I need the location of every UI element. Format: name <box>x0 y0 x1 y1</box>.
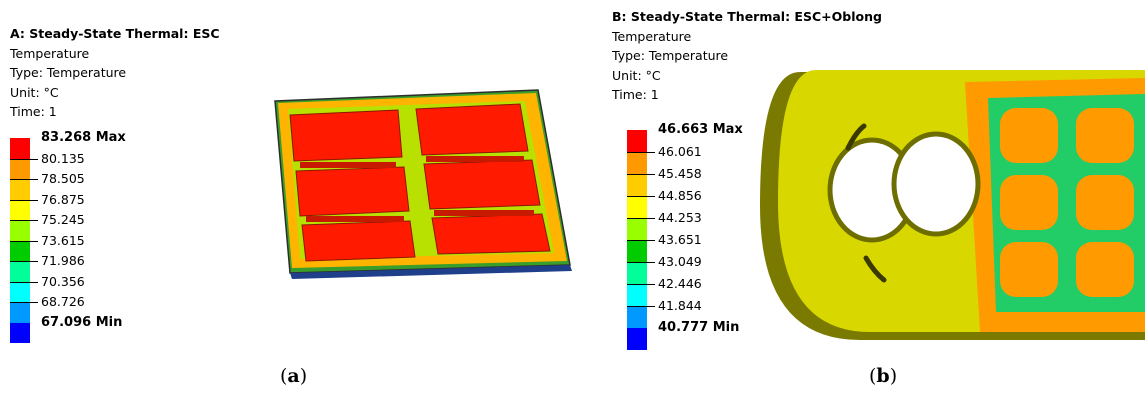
result-time-a: Time: 1 <box>10 104 57 119</box>
result-type-a: Type: Temperature <box>10 65 127 80</box>
esc-cell-grid <box>1000 108 1134 297</box>
legend-tick <box>627 174 655 175</box>
legend-value-label: 45.458 <box>658 166 702 181</box>
legend-value-label: 43.651 <box>658 232 702 247</box>
esc-connector-pins <box>300 156 534 222</box>
legend-tick <box>10 179 38 180</box>
cell-2 <box>1000 175 1058 230</box>
legend-color-band <box>10 322 30 343</box>
legend-value-label: 44.253 <box>658 210 702 225</box>
legend-value-label: 44.856 <box>658 188 702 203</box>
esc-board-edge <box>290 265 572 279</box>
legend-color-band <box>627 284 647 306</box>
legend-value-label: 70.356 <box>41 274 85 289</box>
legend-color-band <box>10 281 30 302</box>
legend-color-band <box>10 261 30 282</box>
legend-color-band <box>627 196 647 218</box>
legend-color-band <box>627 152 647 174</box>
result-title-b: B: Steady-State Thermal: ESC+Oblong <box>612 9 882 24</box>
chip-3 <box>295 166 410 217</box>
cell-1 <box>1000 108 1058 163</box>
legend-color-band <box>10 240 30 261</box>
legend-color-band <box>10 199 30 220</box>
legend-tick <box>10 302 38 303</box>
chip-2 <box>415 103 529 156</box>
esc-oblong-model-view <box>760 70 1145 340</box>
legend-value-label: 78.505 <box>41 171 85 186</box>
chip-4 <box>423 159 541 210</box>
legend-color-band <box>10 179 30 200</box>
panel-a: A: Steady-State Thermal: ESC Temperature… <box>10 24 572 387</box>
cell-5 <box>1076 175 1134 230</box>
cell-4 <box>1076 108 1134 163</box>
result-quantity-b: Temperature <box>612 28 692 44</box>
result-time-b: Time: 1 <box>612 87 659 102</box>
vent-slot-1 <box>845 123 867 151</box>
result-quantity-a: Temperature <box>10 45 90 61</box>
chip-1 <box>289 109 403 162</box>
legend-tick <box>627 262 655 263</box>
result-header-a: A: Steady-State Thermal: ESC Temperature… <box>10 24 220 122</box>
legend-color-band <box>10 138 30 159</box>
legend-tick <box>627 218 655 219</box>
legend-tick <box>627 306 655 307</box>
legend-tick <box>10 159 38 160</box>
cell-6 <box>1076 242 1134 297</box>
legend-color-band <box>627 262 647 284</box>
legend-value-label: 46.663 Max <box>658 122 743 137</box>
legend-tick <box>10 282 38 283</box>
legend-tick <box>627 284 655 285</box>
legend-color-band <box>627 174 647 196</box>
legend-tick <box>627 152 655 153</box>
cell-3 <box>1000 242 1058 297</box>
legend-color-band <box>627 240 647 262</box>
legend-color-band <box>10 158 30 179</box>
chip-6 <box>431 213 551 255</box>
mount-hole-2 <box>891 131 981 237</box>
legend-tick <box>627 240 655 241</box>
legend-tick <box>627 196 655 197</box>
legend-value-label: 68.726 <box>41 294 85 309</box>
legend-value-label: 73.615 <box>41 233 85 248</box>
legend-color-band <box>627 328 647 350</box>
figure-caption-b: (b) <box>869 365 898 387</box>
figure-caption-a: (a) <box>280 365 308 387</box>
legend-value-label: 75.245 <box>41 212 85 227</box>
legend-value-label: 80.135 <box>41 151 85 166</box>
result-header-b: B: Steady-State Thermal: ESC+Oblong Temp… <box>612 7 882 105</box>
legend-color-band <box>10 220 30 241</box>
result-unit-b: Unit: °C <box>612 67 661 83</box>
legend-value-label: 83.268 Max <box>41 130 126 145</box>
vent-slot-2 <box>863 255 887 283</box>
legend-color-band <box>10 302 30 323</box>
legend-color-band <box>627 306 647 328</box>
legend-value-label: 40.777 Min <box>658 320 740 335</box>
chip-5 <box>301 220 416 262</box>
legend-tick <box>10 220 38 221</box>
legend-color-band <box>627 130 647 152</box>
legend-value-label: 43.049 <box>658 254 702 269</box>
legend-tick <box>10 200 38 201</box>
legend-value-label: 42.446 <box>658 276 702 291</box>
legend-value-label: 76.875 <box>41 192 85 207</box>
legend-value-label: 67.096 Min <box>41 315 123 330</box>
result-type-b: Type: Temperature <box>612 48 729 63</box>
esc-chips <box>289 103 551 262</box>
legend-tick <box>10 241 38 242</box>
esc-model-view <box>274 89 572 279</box>
legend-value-label: 71.986 <box>41 253 85 268</box>
legend-value-label: 46.061 <box>658 144 702 159</box>
legend-value-label: 41.844 <box>658 298 702 313</box>
result-title-a: A: Steady-State Thermal: ESC <box>10 26 220 41</box>
panel-b: B: Steady-State Thermal: ESC+Oblong Temp… <box>600 0 1145 400</box>
result-unit-a: Unit: °C <box>10 84 59 100</box>
legend-tick <box>10 261 38 262</box>
legend-color-band <box>627 218 647 240</box>
